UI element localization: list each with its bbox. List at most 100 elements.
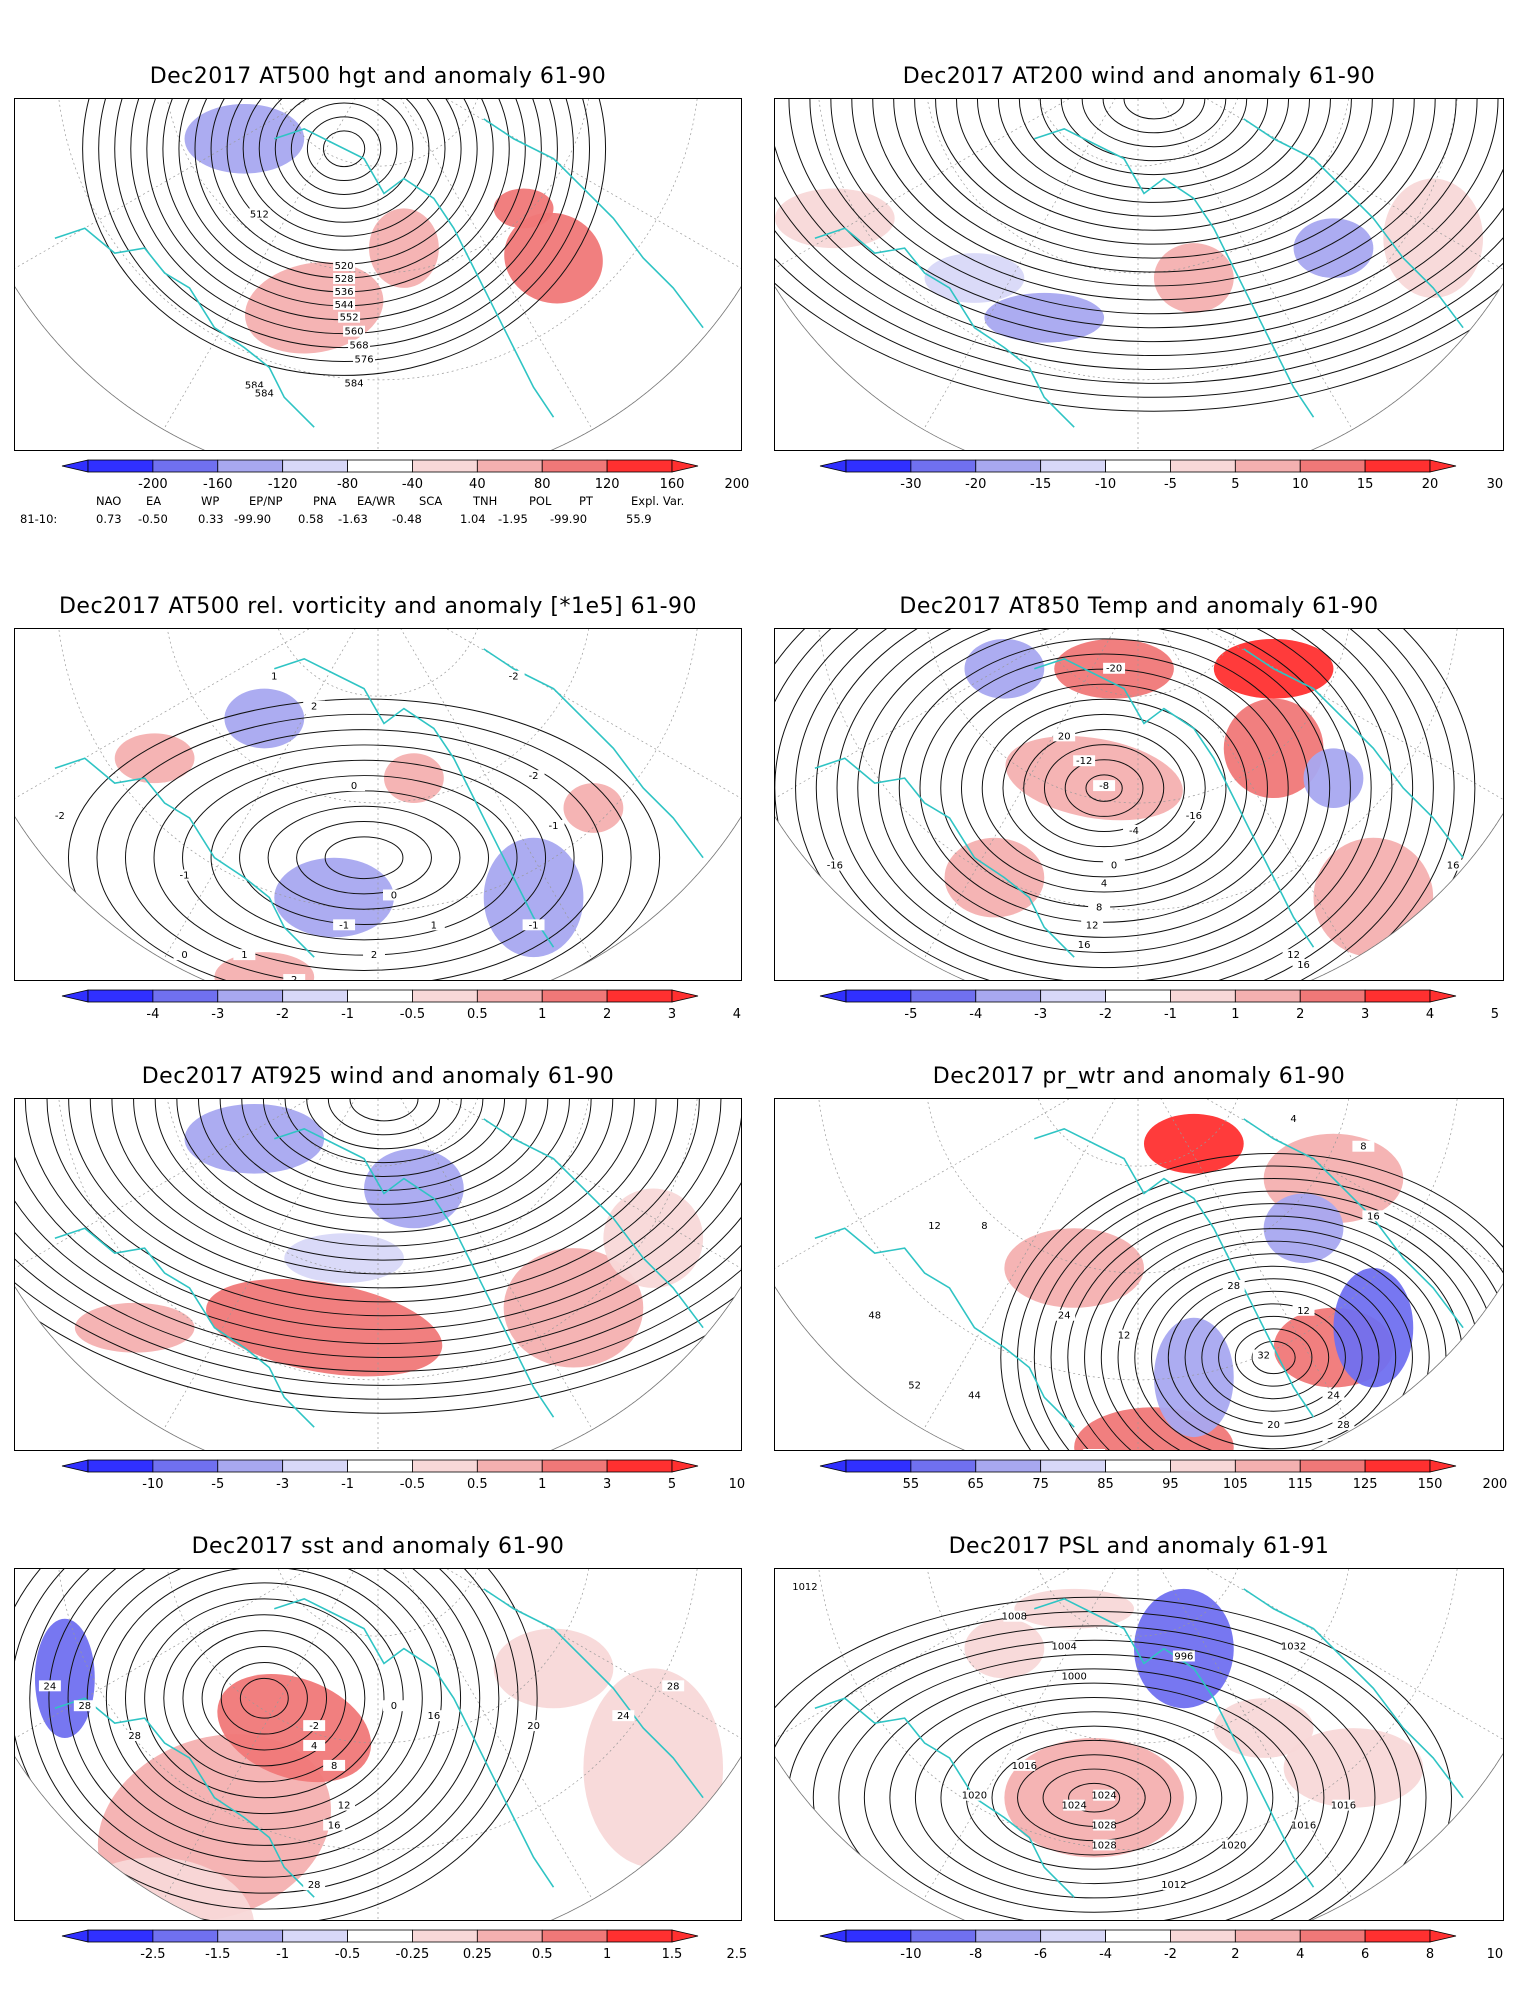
contour-line xyxy=(324,836,404,880)
colorbar-tick-label: -4 xyxy=(146,1007,159,1022)
contour-line xyxy=(976,99,1331,217)
contour-line xyxy=(114,99,574,349)
contour-label: 584 xyxy=(255,388,274,399)
colorbar-tick-label: 150 xyxy=(1418,1477,1443,1492)
contour-label-bg xyxy=(1088,901,1111,913)
contour-line xyxy=(940,1711,1248,1885)
anomaly-region xyxy=(984,292,1105,343)
contour-label-bg xyxy=(843,1859,866,1871)
contour-label-bg xyxy=(1053,1640,1076,1652)
colorbar-svg-p3: -4 -3 -2 -1 -0.5 0.5 1 2 3 4 xyxy=(61,989,741,1022)
contour-label-bg xyxy=(1352,1140,1375,1152)
index-value-epnp: -99.90 xyxy=(234,512,272,526)
colorbar-segment xyxy=(87,1929,154,1943)
colorbar-segment xyxy=(476,989,543,1003)
meridian-line xyxy=(377,629,741,804)
meridian-line xyxy=(775,1569,1139,1744)
contour-line xyxy=(775,99,1503,412)
contour-label-bg xyxy=(338,311,361,323)
contour-label: 536 xyxy=(335,287,354,298)
anomaly-region xyxy=(1004,1228,1144,1308)
contour-label-bg xyxy=(973,1220,996,1232)
index-value-pol: -1.95 xyxy=(498,512,528,526)
index-header-row: NAO EA WP EP/NP PNA EA/WR SCA TNH POL PT Expl. Var… xyxy=(96,494,711,508)
colorbar-tick-label: 1 xyxy=(538,1477,546,1492)
contour-line xyxy=(201,1646,328,1751)
contour-label-bg xyxy=(1063,1799,1086,1811)
contour-label: -12 xyxy=(1076,756,1092,767)
colorbar-tick-label: -1.5 xyxy=(205,1947,230,1962)
contour-label-bg xyxy=(1063,1670,1086,1682)
colorbar-tick-label: 40 xyxy=(469,477,486,492)
contour-line xyxy=(1085,774,1123,802)
colorbar-segment xyxy=(910,989,977,1003)
contour-label-bg xyxy=(1252,1349,1275,1361)
contour-label: 52 xyxy=(908,1380,921,1391)
colorbar-tick-label: -40 xyxy=(402,477,423,492)
contour-line xyxy=(775,629,1434,980)
contour-line xyxy=(176,1099,592,1233)
colorbar-segment xyxy=(910,1929,977,1943)
anomaly-region xyxy=(1143,1113,1244,1174)
colorbar-tick-label: 2 xyxy=(1296,1007,1304,1022)
colorbar-segment xyxy=(1170,1929,1236,1943)
colorbar-segment xyxy=(975,989,1042,1003)
contour-line xyxy=(210,775,518,941)
colorbar-segment xyxy=(152,1459,219,1473)
contour-label: 1024 xyxy=(1062,1801,1087,1812)
contour-label-bg xyxy=(353,353,376,365)
contour-line xyxy=(258,99,430,223)
latitude-circle xyxy=(56,1099,700,1381)
contour-label: 584 xyxy=(245,380,264,391)
colorbar-tick-label: 3 xyxy=(668,1007,676,1022)
meridian-line xyxy=(377,1099,741,1274)
contour-label: 1016 xyxy=(1012,1761,1037,1772)
colorbar-tick-label: 8 xyxy=(1426,1947,1434,1962)
meridian-line xyxy=(377,629,593,960)
contour-label-bg xyxy=(48,809,71,821)
meridian-line xyxy=(775,1099,1139,1274)
contour-line xyxy=(241,1099,527,1191)
colorbar-tick-label: 75 xyxy=(1032,1477,1049,1492)
contour-label: 552 xyxy=(340,313,359,324)
colorbar-segment xyxy=(412,1929,478,1943)
colorbar-p3: -4 -3 -2 -1 -0.5 0.5 1 2 3 4 xyxy=(60,988,741,1024)
contour-label: -2 xyxy=(509,672,519,683)
contour-label-bg xyxy=(253,387,276,399)
contour-line xyxy=(863,1668,1325,1920)
contour-label-bg xyxy=(1093,1839,1116,1851)
contour-label: 28 xyxy=(667,1681,680,1692)
contour-line xyxy=(1123,99,1185,120)
anomaly-region xyxy=(74,1302,195,1353)
colorbar-arrow-right xyxy=(671,459,699,473)
meridian-line xyxy=(377,99,741,274)
contour-label: 576 xyxy=(355,355,374,366)
contour-label-bg xyxy=(248,208,271,220)
colorbar-segment xyxy=(152,989,219,1003)
contour-label: 1012 xyxy=(792,1582,817,1593)
contour-label-bg xyxy=(233,949,256,961)
map-svg-p5 xyxy=(15,1099,741,1450)
contour-label: 520 xyxy=(335,261,354,272)
contour-label-bg xyxy=(883,949,906,961)
colorbar-tick-label: -0.25 xyxy=(396,1947,430,1962)
meridian-line xyxy=(163,1099,379,1430)
colorbar-tick-label: 105 xyxy=(1223,1477,1248,1492)
colorbar-segment xyxy=(1364,1929,1431,1943)
colorbar-segment xyxy=(541,459,608,473)
contour-label-bg xyxy=(382,1700,405,1712)
coastline xyxy=(274,127,555,418)
colorbar-tick-label: 10 xyxy=(729,1477,746,1492)
colorbar-svg-p7: -2.5 -1.5 -1 -0.5 -0.25 0.25 0.5 1 1.5 2.5 xyxy=(61,1929,747,1962)
anomaly-region xyxy=(944,837,1045,918)
contour-label-bg xyxy=(793,1580,816,1592)
index-value-ea: -0.50 xyxy=(138,512,168,526)
colorbar-segment xyxy=(412,1459,478,1473)
contour-label-bg xyxy=(1073,939,1096,951)
index-row-label: 81-10: xyxy=(20,512,58,526)
anomaly-region xyxy=(1303,748,1364,808)
contour-label: 1008 xyxy=(1002,1612,1027,1623)
contour-line xyxy=(788,99,1503,343)
anomaly-region xyxy=(369,208,439,288)
